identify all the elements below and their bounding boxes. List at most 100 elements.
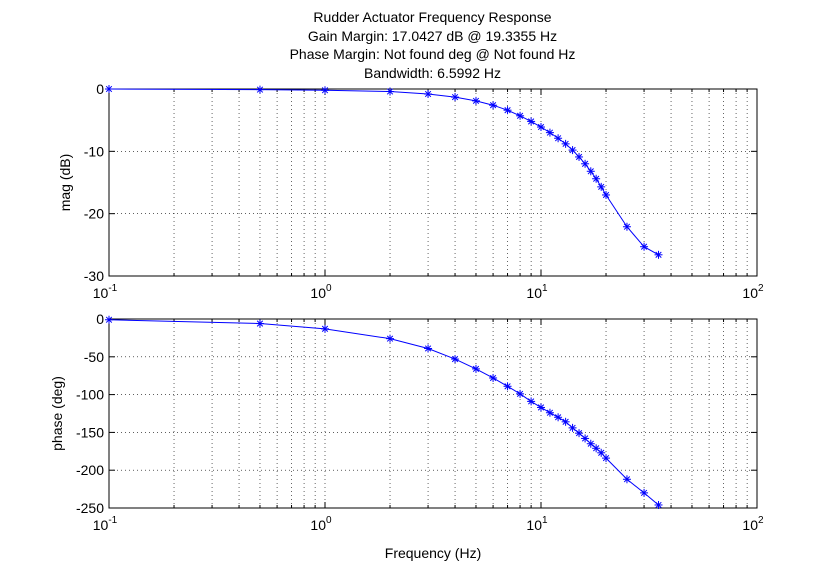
mag-marker-stroke xyxy=(546,129,554,136)
mag-marker-stroke xyxy=(527,118,535,125)
mag-marker-stroke xyxy=(386,88,394,95)
magnitude-plot: 10-1 100 101 102 -30 -20 -10 0 mag (dB) xyxy=(57,81,764,301)
mag-marker-stroke xyxy=(602,191,610,199)
phase-data-point xyxy=(640,488,649,497)
mag-data-point xyxy=(622,222,631,231)
phase-marker-stroke xyxy=(587,440,594,447)
mag-x-tick-label: 101 xyxy=(526,283,548,301)
mag-y-tick-label: -30 xyxy=(84,268,104,284)
mag-marker-stroke xyxy=(554,135,562,142)
phase-x-tick-label: 10-1 xyxy=(93,515,118,533)
phase-marker-stroke xyxy=(592,445,600,452)
phase-ticks xyxy=(109,318,757,509)
phase-data-point xyxy=(586,439,595,448)
phase-marker-stroke xyxy=(516,390,524,397)
phase-data-point xyxy=(602,454,611,463)
phase-marker-stroke xyxy=(321,325,329,332)
mag-data-point xyxy=(424,89,433,98)
phase-data-point xyxy=(575,429,584,438)
phase-y-tick-label: 0 xyxy=(96,311,104,327)
phase-y-tick-label: -100 xyxy=(76,387,104,403)
phase-data-point xyxy=(503,382,512,391)
mag-data-point xyxy=(575,152,584,161)
mag-data-point xyxy=(545,128,554,137)
mag-marker-stroke xyxy=(489,102,497,109)
phase-y-tick-label: -200 xyxy=(76,462,104,478)
phase-marker-stroke xyxy=(562,418,569,425)
mag-data-point xyxy=(537,123,545,132)
phase-data-point xyxy=(581,434,590,443)
phase-marker-stroke xyxy=(504,383,511,390)
phase-plot: 10-1 100 101 102 -250 -200 -150 -100 -50 0 phase (… xyxy=(49,311,764,561)
phase-data-point xyxy=(516,389,525,398)
mag-marker-stroke xyxy=(575,153,583,161)
phase-data-point xyxy=(622,475,631,484)
phase-marker-stroke xyxy=(527,398,535,405)
mag-marker-stroke xyxy=(592,175,600,182)
mag-data-point xyxy=(640,242,649,251)
phase-marker-stroke xyxy=(256,320,264,327)
phase-x-tick-label: 100 xyxy=(310,515,332,533)
phase-data-point xyxy=(489,373,498,382)
mag-data-point xyxy=(597,182,606,191)
phase-marker-stroke xyxy=(569,424,576,432)
phase-grid xyxy=(109,319,757,508)
mag-data-point xyxy=(586,167,595,176)
x-axis-label: Frequency (Hz) xyxy=(385,545,481,561)
mag-data-point xyxy=(602,190,611,199)
phase-marker-stroke xyxy=(640,489,648,497)
phase-y-axis-label: phase (deg) xyxy=(49,376,65,451)
phase-data-point xyxy=(321,324,329,333)
mag-marker-stroke xyxy=(640,243,648,250)
phase-x-tick-label: 101 xyxy=(526,515,548,533)
phase-marker-stroke xyxy=(451,355,459,363)
mag-data-point xyxy=(554,134,563,143)
mag-marker-stroke xyxy=(105,85,113,93)
phase-data-point xyxy=(471,364,480,373)
mag-marker-stroke xyxy=(587,168,594,175)
mag-y-tick-label: -20 xyxy=(84,206,104,222)
phase-marker-stroke xyxy=(655,501,662,509)
chart-title: Rudder Actuator Frequency Response Gain … xyxy=(0,8,835,82)
mag-data-point xyxy=(386,87,395,96)
mag-marker-stroke xyxy=(562,140,569,148)
mag-data-point xyxy=(654,250,663,259)
mag-axes-box xyxy=(108,88,758,277)
phase-marker-stroke xyxy=(424,345,432,352)
title-line-4: Bandwidth: 6.5992 Hz xyxy=(364,64,501,81)
phase-marker-stroke xyxy=(105,316,113,323)
phase-data-point xyxy=(105,315,113,324)
phase-marker-stroke xyxy=(602,454,610,462)
phase-marker-stroke xyxy=(598,449,605,456)
phase-data-point xyxy=(451,355,460,364)
mag-marker-stroke xyxy=(451,93,459,101)
mag-marker-stroke xyxy=(256,86,264,93)
phase-data-point xyxy=(537,403,545,412)
mag-x-tick-label: 102 xyxy=(742,283,764,301)
mag-data-point xyxy=(105,85,113,93)
phase-y-tick-label: -250 xyxy=(76,500,104,516)
phase-data-point xyxy=(597,448,606,457)
phase-data-point xyxy=(554,413,563,422)
phase-y-tick-label: -150 xyxy=(76,424,104,440)
title-line-3: Phase Margin: Not found deg @ Not found … xyxy=(289,46,576,62)
phase-data-point xyxy=(654,500,663,509)
mag-data-point xyxy=(581,159,590,168)
mag-data-point xyxy=(321,86,329,95)
phase-plot-area xyxy=(109,319,757,508)
mag-data-point xyxy=(561,139,570,148)
phase-data-point xyxy=(568,423,577,432)
mag-grid xyxy=(109,89,757,276)
phase-data-point xyxy=(527,397,536,406)
phase-marker-stroke xyxy=(472,365,480,373)
phase-marker-stroke xyxy=(386,335,394,342)
phase-marker-stroke xyxy=(537,404,545,411)
mag-data-point xyxy=(471,96,480,105)
mag-marker-stroke xyxy=(424,90,432,98)
phase-axes-box xyxy=(108,318,758,509)
mag-data-point xyxy=(527,117,536,126)
phase-y-tick-label: -50 xyxy=(84,349,104,365)
phase-marker-stroke xyxy=(623,476,631,483)
title-line-2: Gain Margin: 17.0427 dB @ 19.3355 Hz xyxy=(307,27,558,44)
